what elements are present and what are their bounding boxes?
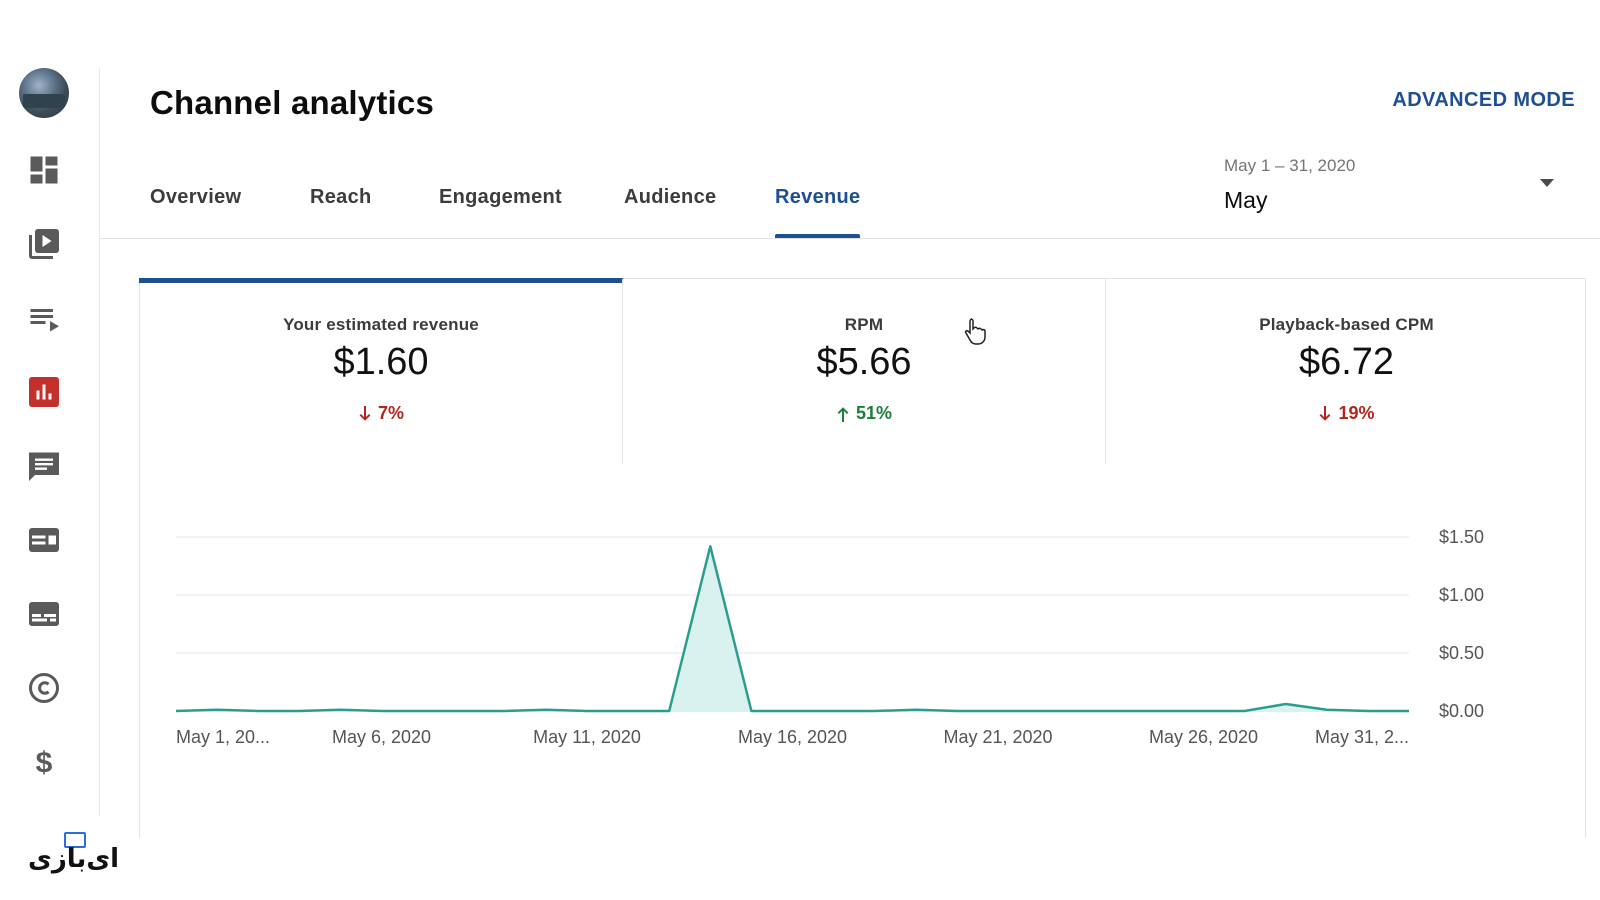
watermark-box-icon: [64, 832, 86, 848]
revenue-card: Your estimated revenue $1.60 7% RPM $5.6…: [139, 278, 1586, 838]
x-tick-label: May 31, 2...: [1315, 727, 1409, 747]
tab-overview[interactable]: Overview: [150, 186, 242, 208]
metric-change: 19%: [1106, 403, 1587, 424]
copyright-icon[interactable]: [24, 668, 64, 708]
metric-value: $5.66: [816, 341, 912, 383]
channel-avatar[interactable]: [19, 68, 69, 118]
y-tick-label: $1.00: [1439, 585, 1484, 605]
date-range-text: May 1 – 31, 2020: [1224, 156, 1356, 175]
playlists-icon[interactable]: [24, 298, 64, 338]
hand-cursor-icon: [964, 318, 986, 345]
tab-divider: [100, 238, 1600, 239]
metric-label: RPM: [844, 315, 884, 334]
y-tick-label: $1.50: [1439, 527, 1484, 547]
x-tick-label: May 1, 20...: [176, 727, 270, 747]
x-tick-label: May 16, 2020: [738, 727, 847, 747]
metric-change: 7%: [140, 403, 622, 424]
date-range-picker[interactable]: May 1 – 31, 2020 May: [1224, 152, 1569, 222]
tab-revenue[interactable]: Revenue: [775, 186, 861, 238]
watermark-text: ای‌بازی: [28, 844, 120, 874]
x-tick-label: May 6, 2020: [332, 727, 431, 747]
comments-icon[interactable]: [24, 446, 64, 486]
watermark-logo: ای‌بازی: [28, 830, 119, 876]
x-tick-label: May 26, 2020: [1149, 727, 1258, 747]
arrow-up-icon: [837, 406, 849, 422]
metric-playback-cpm[interactable]: Playback-based CPM $6.72 19%: [1105, 279, 1587, 464]
svg-text:$: $: [36, 747, 53, 780]
y-tick-label: $0.00: [1439, 701, 1484, 721]
date-range-value: May: [1224, 187, 1268, 213]
sidebar: $: [0, 68, 100, 816]
page-title: Channel analytics: [150, 84, 434, 121]
x-tick-label: May 21, 2020: [943, 727, 1052, 747]
monetization-icon[interactable]: $: [24, 742, 64, 782]
metric-value: $1.60: [333, 341, 429, 383]
arrow-down-icon: [359, 405, 371, 421]
metric-change: 51%: [623, 403, 1105, 424]
dashboard-icon[interactable]: [24, 150, 64, 190]
metric-estimated-revenue[interactable]: Your estimated revenue $1.60 7%: [139, 278, 623, 464]
x-tick-label: May 11, 2020: [533, 727, 641, 747]
advanced-mode-button[interactable]: ADVANCED MODE: [1392, 89, 1575, 111]
subtitles-icon[interactable]: [24, 520, 64, 560]
tab-engagement[interactable]: Engagement: [439, 186, 563, 208]
metric-change-value: 51%: [855, 403, 893, 423]
metric-rpm[interactable]: RPM $5.66 51%: [622, 279, 1105, 464]
arrow-down-icon: [1320, 405, 1331, 421]
analytics-icon[interactable]: [24, 372, 64, 412]
content-icon[interactable]: [24, 224, 64, 264]
metric-change-value: 7%: [377, 403, 404, 423]
caret-down-icon: [1540, 179, 1554, 187]
tab-audience[interactable]: Audience: [624, 186, 717, 208]
series-line: [175, 545, 1409, 713]
metric-value: $6.72: [1298, 341, 1395, 383]
tab-reach[interactable]: Reach: [310, 186, 372, 208]
metric-change-value: 19%: [1338, 403, 1375, 423]
metric-label: Your estimated revenue: [283, 315, 479, 334]
series-area: [176, 546, 1409, 711]
revenue-chart-svg: $0.00 $0.50 $1.00 $1.50 May 1, 20... May 6, 2…: [175, 527, 1484, 747]
subtitles-alt-icon[interactable]: [24, 594, 64, 634]
metric-label: Playback-based CPM: [1259, 315, 1434, 334]
revenue-chart: $0.00 $0.50 $1.00 $1.50 May 1, 20... May 6, 2…: [139, 520, 1586, 770]
y-tick-label: $0.50: [1439, 643, 1484, 663]
